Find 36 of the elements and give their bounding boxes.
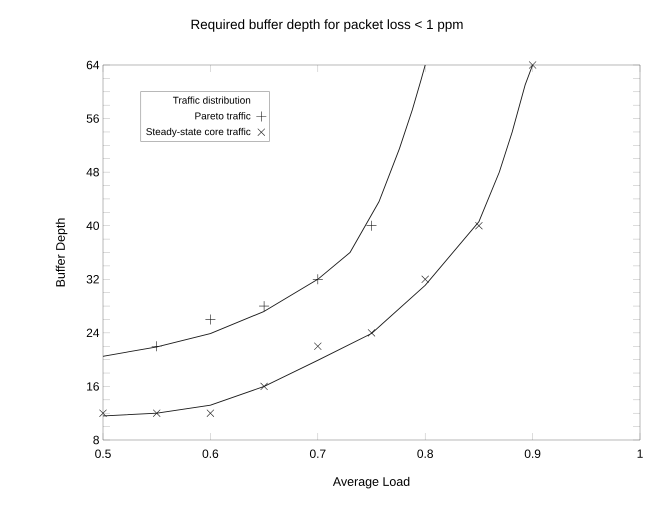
line-series [103, 64, 534, 416]
x-tick-label: 1 [638, 450, 643, 458]
legend-label: Steady-state core traffic [146, 128, 251, 138]
point [368, 329, 376, 337]
point [475, 222, 483, 230]
y-tick-label: 16 [87, 382, 99, 391]
x-axis-title: Average Load [332, 476, 410, 488]
point [314, 342, 322, 350]
point [366, 220, 377, 232]
y-tick-label: 32 [86, 275, 99, 284]
point [99, 409, 107, 418]
x-tick-label: 0.5 [95, 450, 111, 458]
point [152, 409, 161, 418]
x-tick-label: 0.6 [202, 450, 218, 458]
legend-label: Pareto traffic [195, 112, 251, 120]
y-tick-label: 8 [93, 436, 99, 444]
point [206, 409, 214, 418]
y-tick-label: 40 [86, 221, 100, 230]
point [421, 275, 430, 284]
legend-title: Traffic distribution [172, 96, 250, 104]
x-tick-label: 0.8 [417, 450, 433, 458]
point [151, 340, 162, 352]
point [528, 61, 536, 69]
x-tick-label: 0.9 [524, 450, 540, 458]
x-tick-label: 0.7 [310, 450, 326, 458]
y-axis-title: Buffer Depth [56, 218, 68, 286]
y-tick-label: 56 [86, 114, 99, 123]
point [312, 274, 324, 285]
y-tick-label: 64 [86, 60, 100, 70]
point [205, 314, 216, 325]
line-series [103, 64, 426, 357]
point [260, 382, 268, 390]
y-tick-label: 24 [86, 328, 100, 338]
chart-title: Required buffer depth for packet loss < 1 ppm [192, 19, 463, 32]
y-tick-label: 48 [86, 168, 99, 176]
point [258, 300, 270, 312]
